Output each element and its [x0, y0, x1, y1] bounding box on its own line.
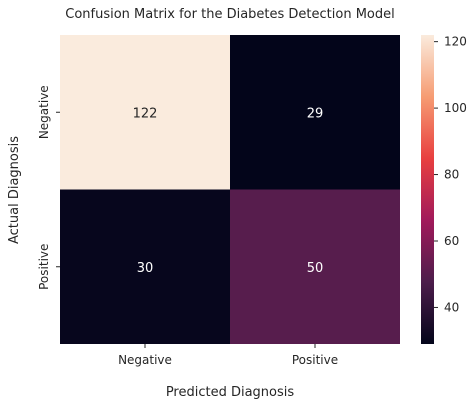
cell-value-label-0-1: 29 — [307, 106, 324, 121]
y-axis-label: Actual Diagnosis — [7, 136, 22, 244]
heatmap-cell-0-1 — [230, 35, 400, 190]
heatmap-annotations: 122 29 30 50 — [133, 106, 324, 276]
cell-value-label-0-0: 122 — [133, 106, 158, 121]
cell-value-label-1-1: 50 — [307, 261, 324, 276]
x-tick-label-negative: Negative — [118, 353, 172, 367]
x-tick-labels: Negative Positive — [118, 344, 338, 367]
y-tick-label-positive: Positive — [37, 244, 51, 290]
colorbar-tick-label: 60 — [444, 234, 459, 248]
colorbar-tick-label: 100 — [444, 101, 467, 115]
heatmap-cell-1-1 — [230, 189, 400, 344]
colorbar-tick-label: 40 — [444, 300, 459, 314]
x-axis-label: Predicted Diagnosis — [166, 385, 295, 400]
heatmap-cells — [60, 35, 400, 344]
chart-title: Confusion Matrix for the Diabetes Detect… — [65, 7, 395, 22]
heatmap-cell-0-0 — [60, 35, 230, 190]
colorbar-tick-label: 120 — [444, 35, 467, 49]
x-tick-label-positive: Positive — [292, 353, 338, 367]
y-tick-labels: Negative Positive — [37, 85, 60, 290]
colorbar-ticks: 40 60 80 100 120 — [434, 35, 467, 314]
colorbar-tick-label: 80 — [444, 168, 459, 182]
y-tick-label-negative: Negative — [37, 85, 51, 139]
cell-value-label-1-0: 30 — [137, 261, 154, 276]
colorbar — [421, 35, 434, 344]
heatmap-cell-1-0 — [60, 189, 230, 344]
